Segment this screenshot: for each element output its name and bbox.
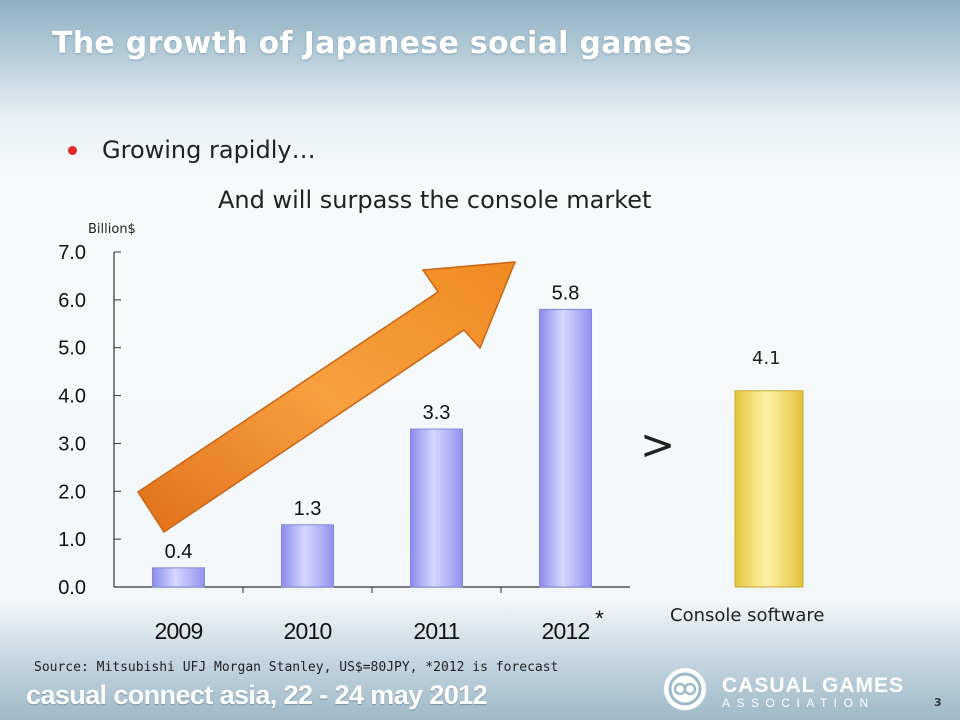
social-game-bar — [152, 567, 205, 588]
y-tick-label: 7.0 — [58, 242, 86, 264]
y-tick-label: 2.0 — [58, 481, 86, 503]
bar-value-label: 3.3 — [423, 402, 451, 424]
console-software-bar — [734, 390, 804, 588]
growth-arrow-icon — [136, 261, 517, 534]
y-tick-label: 5.0 — [58, 338, 86, 360]
x-category-label: 2010 — [284, 618, 332, 644]
console-label: Console software — [670, 605, 825, 626]
logo-text-line1: CASUAL GAMES — [722, 674, 904, 697]
source-note: Source: Mitsubishi UFJ Morgan Stanley, U… — [34, 660, 559, 675]
x-category-label: 2011 — [413, 618, 459, 644]
social-game-bar — [281, 524, 334, 588]
bar-value-label: 1.3 — [294, 498, 322, 520]
bullet-text: Growing rapidly… — [102, 136, 316, 164]
cga-logo-glyph-icon — [668, 672, 702, 706]
social-game-bar — [410, 428, 463, 588]
comparison-symbol: > — [640, 420, 676, 469]
chart-subheading: And will surpass the console market — [218, 186, 652, 214]
footer-event-banner: casual connect asia, 22 - 24 may 2012 — [26, 680, 488, 710]
y-tick-label: 6.0 — [58, 290, 86, 312]
cga-logo-icon — [664, 668, 706, 710]
x-category-label: 2012 — [542, 618, 590, 644]
bar-value-label: 0.4 — [165, 541, 193, 563]
social-game-bar — [539, 308, 592, 588]
page-number: 3 — [934, 696, 942, 709]
forecast-asterisk: * — [595, 606, 604, 631]
bar-value-label: 5.8 — [552, 282, 580, 304]
bullet-item: Growing rapidly… — [68, 136, 316, 164]
x-category-label: 2009 — [155, 618, 203, 644]
y-tick-label: 0.0 — [58, 577, 86, 599]
y-tick-label: 1.0 — [58, 529, 86, 551]
console-value-label: 4.1 — [752, 348, 781, 369]
slide-title: The growth of Japanese social games — [52, 26, 693, 61]
y-tick-label: 3.0 — [58, 433, 86, 455]
y-tick-label: 4.0 — [58, 386, 86, 408]
logo-text-line2: ASSOCIATION — [722, 696, 875, 710]
y-axis-unit-label: Billion$ — [88, 222, 136, 237]
bullet-dot-icon — [68, 146, 77, 155]
